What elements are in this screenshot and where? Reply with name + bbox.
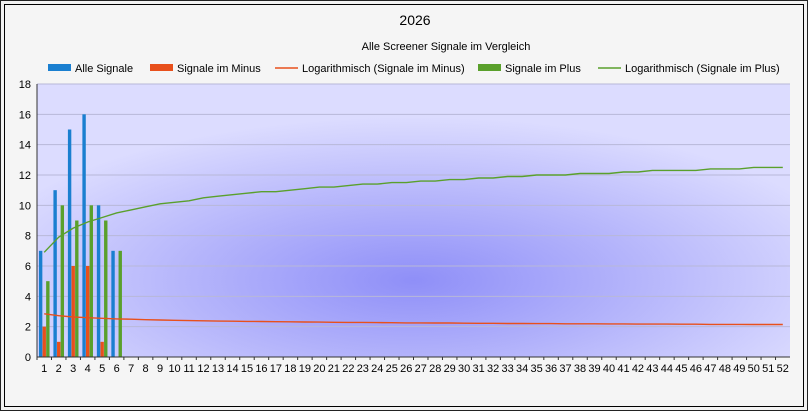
x-tick-label: 42 [632,363,644,375]
x-tick-label: 1 [41,363,47,375]
x-tick-label: 50 [748,363,760,375]
y-tick-label: 8 [25,231,31,243]
x-tick-label: 30 [458,363,470,375]
x-tick-label: 39 [588,363,600,375]
chart-legend: Alle Signale Signale im Minus Logarithmisc… [48,63,780,75]
y-tick-label: 0 [25,352,31,364]
y-tick-label: 12 [19,170,31,182]
x-tick-label: 47 [704,363,716,375]
x-tick-label: 3 [70,363,76,375]
bar [57,341,61,357]
x-tick-label: 22 [342,363,354,375]
x-tick-label: 51 [762,363,774,375]
x-tick-label: 35 [530,363,542,375]
bar [38,250,43,357]
x-tick-label: 43 [646,363,658,375]
x-tick-label: 4 [85,363,91,375]
x-tick-label: 33 [502,363,514,375]
bar [82,114,86,357]
series-line [44,313,783,326]
bar [96,205,101,357]
bar [60,205,65,357]
y-tick-label: 18 [19,79,31,91]
x-tick-label: 21 [328,363,340,375]
x-tick-label: 17 [270,363,282,375]
x-tick-label: 7 [128,363,134,375]
legend-label: Logarithmisch (Signale im Plus) [625,63,780,75]
x-tick-label: 2 [56,363,62,375]
bar [89,205,93,357]
y-tick-label: 4 [25,291,31,303]
plot-background [37,84,790,357]
y-tick-label: 10 [19,200,31,212]
x-tick-label: 25 [386,363,398,375]
legend-label: Alle Signale [75,63,133,75]
x-tick-label: 36 [545,363,557,375]
x-tick-label: 19 [299,363,311,375]
bar [42,326,46,357]
bar [111,250,115,357]
legend-label: Signale im Plus [505,63,581,75]
x-tick-label: 31 [473,363,485,375]
bar [75,220,79,357]
legend-label: Logarithmisch (Signale im Minus) [302,63,465,75]
x-tick-label: 20 [313,363,325,375]
x-tick-label: 40 [603,363,615,375]
x-tick-label: 12 [197,363,209,375]
y-tick-label: 2 [25,322,31,334]
y-tick-label: 16 [19,109,31,121]
x-tick-label: 29 [444,363,456,375]
x-tick-label: 26 [400,363,412,375]
x-tick-label: 34 [516,363,528,375]
legend-swatch [478,64,501,71]
x-tick-label: 5 [99,363,105,375]
x-tick-label: 28 [429,363,441,375]
x-tick-label: 10 [168,363,180,375]
bar [71,266,75,357]
bar [53,190,57,357]
x-tick-label: 32 [487,363,499,375]
x-tick-label: 8 [143,363,149,375]
x-tick-label: 14 [226,363,238,375]
y-tick-label: 14 [19,140,31,152]
x-tick-label: 37 [559,363,571,375]
x-tick-label: 18 [284,363,296,375]
x-tick-label: 38 [574,363,586,375]
x-tick-label: 23 [357,363,369,375]
x-tick-label: 45 [675,363,687,375]
x-tick-label: 27 [415,363,427,375]
x-tick-label: 13 [212,363,224,375]
x-tick-label: 46 [690,363,702,375]
bar [67,129,72,357]
x-tick-label: 52 [777,363,789,375]
chart-subtitle: Alle Screener Signale im Vergleich [362,41,531,53]
chart-title: 2026 [399,12,430,28]
x-tick-label: 16 [255,363,267,375]
legend-swatch [150,64,173,71]
x-tick-label: 11 [183,363,194,375]
legend-label: Signale im Minus [177,63,261,75]
bar [118,250,122,357]
x-tick-label: 44 [661,363,673,375]
bar [85,266,90,357]
x-tick-label: 6 [114,363,120,375]
x-tick-label: 48 [719,363,731,375]
x-tick-label: 41 [617,363,629,375]
x-tick-label: 9 [157,363,163,375]
series-line [43,166,783,253]
x-tick-label: 15 [241,363,253,375]
x-tick-label: 49 [733,363,745,375]
x-tick-label: 24 [371,363,383,375]
bar [104,220,108,357]
legend-swatch [48,64,71,71]
bar [100,341,104,357]
bar [46,281,50,357]
y-tick-label: 6 [25,261,31,273]
